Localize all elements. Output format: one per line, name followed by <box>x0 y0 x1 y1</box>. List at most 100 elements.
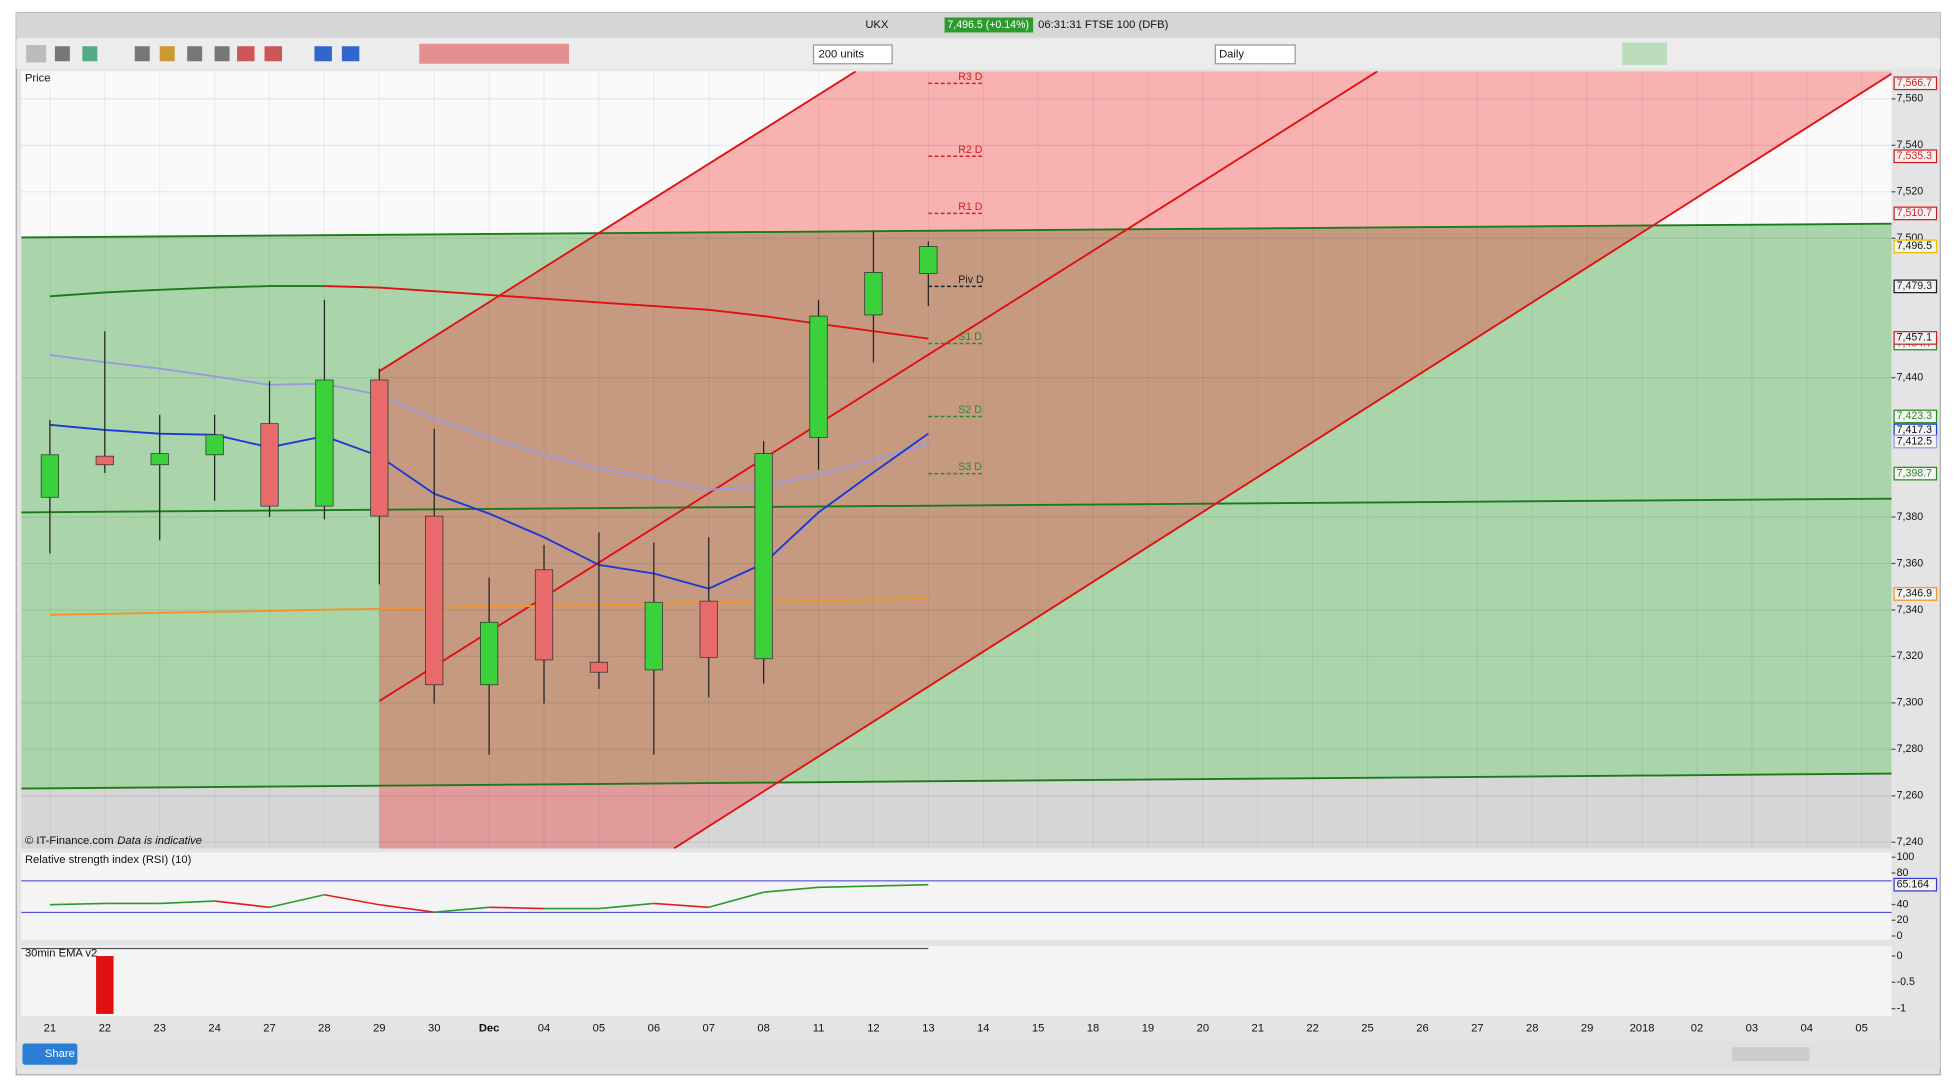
channel-line <box>378 71 857 372</box>
pivot-label: R2 D <box>958 144 982 156</box>
y-tick-label: 80 <box>1897 867 1909 879</box>
x-tick-label: 27 <box>1471 1022 1483 1034</box>
candle-body <box>699 600 718 658</box>
axis-badge <box>1893 877 1938 892</box>
band-line <box>21 772 1892 790</box>
x-tick-label: 02 <box>1691 1022 1703 1034</box>
x-tick-label: 24 <box>208 1022 220 1034</box>
candle-body <box>809 315 828 438</box>
y-tick-label: 7,360 <box>1897 557 1924 569</box>
x-tick-label: 26 <box>1416 1022 1428 1034</box>
y-tick-label: 100 <box>1897 851 1915 863</box>
x-tick-label: 12 <box>867 1022 879 1034</box>
candle-body <box>40 454 60 498</box>
price-badge: 7,496.5 (+0.14%) <box>947 19 1029 31</box>
color-palette[interactable] <box>419 43 569 64</box>
share-button[interactable] <box>22 1043 78 1065</box>
y-tick-label: 0 <box>1897 930 1903 942</box>
candle-body <box>480 621 499 686</box>
units-dropdown[interactable] <box>812 44 893 65</box>
y-tick-label: 7,340 <box>1897 604 1924 616</box>
candle-body <box>589 661 609 673</box>
tool-icon[interactable] <box>237 46 255 62</box>
x-tick-label: 07 <box>702 1022 714 1034</box>
channel-line <box>673 72 1892 849</box>
rsi-segment <box>818 885 874 889</box>
axis-badge <box>1893 434 1938 449</box>
x-tick-label: 04 <box>1801 1022 1813 1034</box>
toolbar <box>16 38 1941 69</box>
y-tick-label: -1 <box>1897 1002 1907 1014</box>
y-tick-label: 7,440 <box>1897 371 1924 383</box>
y-tick-label: 7,540 <box>1897 139 1924 151</box>
tool-icon[interactable] <box>314 46 332 62</box>
band-line <box>21 222 1892 239</box>
axis-badge-label: 7,412.5 <box>1897 435 1932 447</box>
rsi-segment <box>159 900 215 905</box>
scrollbar[interactable] <box>1731 1047 1810 1062</box>
candle-body <box>644 601 663 671</box>
y-tick-label: 7,300 <box>1897 697 1924 709</box>
axis-badge <box>1893 206 1938 221</box>
axis-badge-label: 7,417.3 <box>1897 424 1932 436</box>
rsi-segment <box>269 893 325 909</box>
axis-badge-label: 65.164 <box>1897 878 1930 890</box>
x-tick-label: 29 <box>373 1022 385 1034</box>
tool-icon[interactable] <box>264 46 282 62</box>
tool-icon[interactable] <box>54 46 70 62</box>
y-tick-label: 40 <box>1897 898 1909 910</box>
x-tick-label: 11 <box>813 1022 825 1034</box>
axis-badge-label: 7,457.1 <box>1897 332 1932 344</box>
units-label: 200 units <box>819 48 865 60</box>
x-tick-label: 22 <box>99 1022 111 1034</box>
axis-badge-label: 7,566.7 <box>1897 77 1932 89</box>
x-tick-label: 05 <box>593 1022 605 1034</box>
y-tick-label: 20 <box>1897 914 1909 926</box>
tool-icon[interactable] <box>159 46 175 62</box>
y-tick-label: -0.5 <box>1897 976 1915 988</box>
y-tick-label: 7,320 <box>1897 650 1924 662</box>
x-tick-label: 28 <box>318 1022 330 1034</box>
x-tick-label: 08 <box>757 1022 769 1034</box>
x-tick-label: 18 <box>1087 1022 1099 1034</box>
period-dropdown[interactable] <box>1214 44 1296 65</box>
x-tick-label: 05 <box>1855 1022 1867 1034</box>
x-tick-label: 23 <box>153 1022 165 1034</box>
pivot-label: S1 D <box>958 331 982 343</box>
pivot-label: R3 D <box>958 71 982 83</box>
panel-title: Relative strength index (RSI) (10) <box>25 854 192 866</box>
axis-badge <box>1893 587 1938 601</box>
rsi-area <box>21 852 1892 940</box>
candle-body <box>205 434 224 456</box>
tool-icon[interactable] <box>82 46 98 62</box>
rsi-segment <box>379 903 435 914</box>
ema-area <box>21 946 1892 1017</box>
y-tick-label: 7,260 <box>1897 790 1924 802</box>
price-badge-bg <box>944 17 1034 33</box>
x-tick-label: 2018 <box>1630 1022 1655 1034</box>
tool-icon[interactable] <box>341 46 360 62</box>
y-tick-label: 7,240 <box>1897 836 1924 848</box>
x-tick-label: 29 <box>1581 1022 1593 1034</box>
axis-badge-label: 7,510.7 <box>1897 207 1932 219</box>
x-tick-label: 21 <box>1252 1022 1264 1034</box>
tool-icon[interactable] <box>214 46 230 62</box>
panel-title: 30min EMA v2 <box>25 947 97 959</box>
candle-body <box>754 453 773 660</box>
chart-type-button[interactable] <box>1622 42 1668 65</box>
tool-icon[interactable] <box>134 46 150 62</box>
x-tick-label: 06 <box>648 1022 660 1034</box>
tool-icon[interactable] <box>26 44 47 63</box>
x-tick-label: 21 <box>44 1022 56 1034</box>
y-tick-label: 7,280 <box>1897 743 1924 755</box>
candle-body <box>95 455 114 466</box>
window-info: 06:31:31 FTSE 100 (DFB) <box>1038 19 1168 31</box>
candle-body <box>260 423 279 507</box>
tool-icon[interactable] <box>187 46 203 62</box>
rsi-segment <box>763 886 819 894</box>
rsi-segment <box>653 902 709 909</box>
x-tick-label: 14 <box>977 1022 989 1034</box>
y-tick-label: 7,380 <box>1897 511 1924 523</box>
